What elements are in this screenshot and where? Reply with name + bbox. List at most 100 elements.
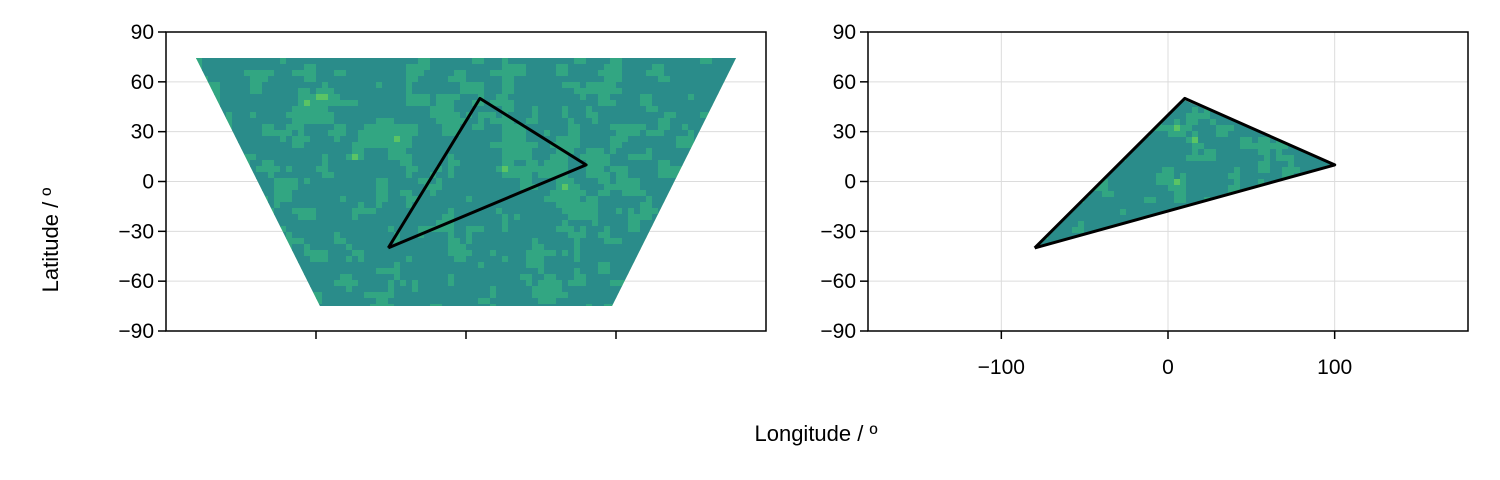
left-field-cell — [538, 256, 545, 263]
left-field-cell — [610, 280, 617, 287]
left-field-cell — [220, 82, 227, 89]
right-field-cell — [1270, 149, 1277, 156]
right-field-cell — [1042, 143, 1049, 150]
left-field-cell — [214, 238, 221, 245]
left-field-cell — [436, 274, 443, 281]
left-field-cell — [340, 232, 347, 239]
left-field-cell — [196, 268, 197, 275]
left-field-cell — [712, 196, 719, 203]
right-field-cell — [1066, 173, 1073, 180]
left-field-cell — [652, 106, 659, 113]
left-field-cell — [358, 160, 365, 167]
right-field-cell — [1300, 125, 1307, 132]
left-field-cell — [466, 190, 473, 197]
left-field-cell — [502, 202, 509, 209]
right-field-cell — [1180, 179, 1187, 186]
left-field-cell — [676, 310, 683, 317]
left-field-cell — [508, 70, 515, 77]
right-field-cell — [1150, 161, 1157, 168]
left-field-cell — [436, 154, 443, 161]
left-field-cell — [670, 292, 677, 299]
left-field-cell — [478, 238, 485, 245]
left-field-cell — [310, 82, 317, 89]
left-field-cell — [256, 208, 263, 215]
right-field-cell — [1108, 161, 1115, 168]
left-field-cell — [358, 94, 365, 101]
left-field-cell — [562, 178, 569, 185]
left-field-cell — [262, 130, 269, 137]
left-field-cell — [400, 88, 407, 95]
left-field-cell — [598, 262, 605, 269]
right-field-cell — [1078, 179, 1085, 186]
left-field-cell — [334, 190, 341, 197]
left-field-cell — [610, 142, 617, 149]
left-field-cell — [412, 70, 419, 77]
left-field-cell — [310, 214, 317, 221]
left-field-cell — [658, 136, 665, 143]
left-field-cell — [250, 94, 257, 101]
left-field-cell — [406, 106, 413, 113]
left-field-cell — [712, 268, 719, 275]
left-field-cell — [262, 190, 269, 197]
left-field-cell — [436, 130, 443, 137]
left-field-cell — [652, 256, 659, 263]
left-field-cell — [322, 118, 329, 125]
left-field-cell — [232, 196, 239, 203]
left-field-cell — [490, 196, 497, 203]
left-field-cell — [292, 238, 299, 245]
left-field-cell — [196, 136, 197, 143]
left-field-cell — [262, 106, 269, 113]
right-field-cell — [1072, 155, 1079, 162]
left-field-cell — [580, 202, 587, 209]
right-field-cell — [1216, 137, 1223, 144]
left-field-cell — [730, 94, 736, 101]
left-field-cell — [394, 94, 401, 101]
left-field-cell — [322, 244, 329, 251]
left-field-cell — [412, 112, 419, 119]
left-field-cell — [376, 136, 383, 143]
left-field-cell — [304, 166, 311, 173]
left-field-cell — [562, 310, 569, 317]
left-field-cell — [316, 142, 323, 149]
left-field-cell — [478, 232, 485, 239]
left-field-cell — [394, 154, 401, 161]
left-field-cell — [652, 88, 659, 95]
left-field-cell — [412, 226, 419, 233]
left-field-cell — [202, 220, 209, 227]
left-field-cell — [556, 94, 563, 101]
left-field-cell — [250, 106, 257, 113]
left-field-cell — [334, 226, 341, 233]
left-field-cell — [454, 256, 461, 263]
left-field-cell — [514, 88, 521, 95]
left-field-cell — [502, 304, 509, 306]
left-field-cell — [688, 304, 695, 306]
left-field-cell — [196, 64, 203, 71]
left-field-cell — [274, 88, 281, 95]
right-field-cell — [1096, 191, 1103, 198]
left-field-cell — [484, 94, 491, 101]
right-field-cell — [1078, 149, 1085, 156]
left-field-cell — [538, 298, 545, 305]
right-field-cell — [1144, 161, 1151, 168]
left-field-cell — [706, 244, 713, 251]
left-field-cell — [514, 100, 521, 107]
left-field-cell — [214, 184, 221, 191]
left-field-cell — [616, 184, 623, 191]
left-field-cell — [604, 148, 611, 155]
left-field-cell — [676, 184, 683, 191]
left-field-cell — [676, 124, 683, 131]
left-field-cell — [586, 70, 593, 77]
left-field-cell — [250, 154, 257, 161]
left-field-cell — [586, 262, 593, 269]
right-field-cell — [1318, 143, 1325, 150]
right-field-cell — [1186, 155, 1193, 162]
right-field-cell — [1252, 149, 1259, 156]
right-field-cell — [1336, 161, 1343, 168]
left-field-cell — [508, 58, 515, 59]
left-field-cell — [232, 94, 239, 101]
left-field-cell — [622, 178, 629, 185]
left-field-cell — [412, 262, 419, 269]
right-field-cell — [1330, 113, 1333, 120]
left-field-cell — [688, 136, 695, 143]
left-field-cell — [466, 94, 473, 101]
